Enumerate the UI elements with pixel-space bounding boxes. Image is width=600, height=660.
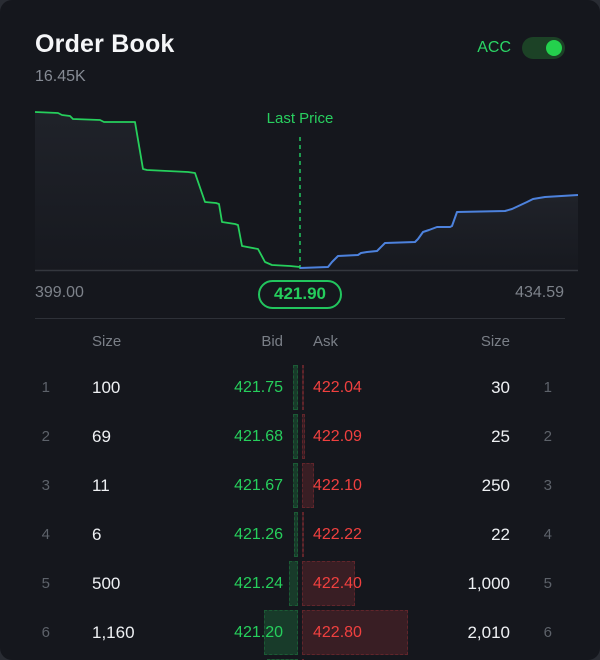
ask-depth-bar (302, 463, 314, 508)
acc-toggle-group: ACC (477, 37, 565, 59)
row-level-right: 5 (543, 575, 552, 592)
bid-area-fill (35, 112, 300, 270)
table-row[interactable]: 2 69 421.68 422.09 25 2 (0, 412, 600, 461)
ask-depth-bar (302, 512, 304, 557)
header-ask: Ask (313, 332, 339, 350)
ask-price-cell[interactable]: 422.80 (313, 623, 362, 641)
ask-price-cell[interactable]: 422.09 (313, 427, 362, 445)
ask-depth-bar (302, 365, 304, 410)
depth-chart: Last Price (0, 107, 600, 272)
order-book-rows: 1 100 421.75 422.04 30 1 2 69 421.68 422.09 25 2 3 11… (0, 363, 600, 660)
table-row[interactable]: 6 1,160 421.20 422.80 2,010 6 (0, 608, 600, 657)
ask-depth-bar (302, 610, 408, 655)
row-level-left: 5 (41, 575, 50, 592)
header-size-left: Size (92, 332, 122, 350)
ask-size-cell: 25 (491, 426, 510, 446)
last-price-badge[interactable]: 421.90 (258, 280, 342, 309)
header-size-right: Size (480, 332, 510, 350)
table-row[interactable]: 1 100 421.75 422.04 30 1 (0, 363, 600, 412)
bid-size-cell: 1,160 (92, 622, 135, 642)
axis-max-label: 434.59 (515, 284, 564, 301)
bid-price-cell[interactable]: 421.75 (234, 378, 283, 396)
bid-depth-bar (293, 414, 298, 459)
row-level-left: 1 (41, 379, 50, 396)
bid-depth-bar (293, 463, 298, 508)
acc-toggle-knob (546, 40, 562, 56)
row-level-right: 1 (543, 379, 552, 396)
row-level-right: 3 (543, 477, 552, 494)
ask-price-cell[interactable]: 422.04 (313, 378, 362, 396)
bid-size-cell: 6 (92, 524, 102, 544)
ask-depth-bar (302, 561, 355, 606)
axis-min-label: 399.00 (35, 284, 84, 301)
ask-size-cell: 22 (491, 524, 510, 544)
ask-area-fill (300, 195, 578, 270)
ask-depth-bar (302, 414, 305, 459)
row-level-left: 2 (41, 428, 50, 445)
depth-chart-svg (34, 111, 579, 272)
ask-size-cell: 2,010 (467, 622, 510, 642)
bid-size-cell: 11 (92, 475, 110, 495)
acc-toggle-label: ACC (477, 39, 511, 56)
row-level-left: 4 (41, 526, 50, 543)
ask-price-cell[interactable]: 422.40 (313, 574, 362, 592)
order-book-header-row: Size Bid Ask Size (0, 319, 600, 363)
title-block: Order Book 16.45K (35, 30, 175, 86)
acc-toggle[interactable] (522, 37, 565, 59)
bid-size-cell: 69 (92, 426, 111, 446)
row-level-right: 6 (543, 624, 552, 641)
table-row[interactable]: 3 11 421.67 422.10 250 3 (0, 461, 600, 510)
price-axis-row: 399.00 421.90 434.59 (0, 280, 600, 310)
bid-price-cell[interactable]: 421.20 (234, 623, 283, 641)
ask-price-cell[interactable]: 422.10 (313, 476, 362, 494)
ask-curve (299, 194, 579, 269)
bid-depth-bar (293, 365, 298, 410)
ask-price-cell[interactable]: 422.22 (313, 525, 362, 543)
bid-depth-bar (294, 512, 298, 557)
header-bid: Bid (261, 332, 283, 350)
ask-size-cell: 1,000 (467, 573, 510, 593)
volume-label: 16.45K (35, 68, 86, 85)
row-level-right: 4 (543, 526, 552, 543)
row-level-right: 2 (543, 428, 552, 445)
ask-size-cell: 30 (491, 377, 510, 397)
row-level-left: 3 (41, 477, 50, 494)
bid-depth-bar (289, 561, 298, 606)
panel-header: Order Book 16.45K ACC (0, 0, 600, 86)
bid-size-cell: 100 (92, 377, 121, 397)
bid-price-cell[interactable]: 421.26 (234, 525, 283, 543)
bid-price-cell[interactable]: 421.67 (234, 476, 283, 494)
row-level-left: 6 (41, 624, 50, 641)
table-row[interactable]: 5 500 421.24 422.40 1,000 5 (0, 559, 600, 608)
bid-curve (34, 111, 301, 268)
bid-size-cell: 500 (92, 573, 121, 593)
page-title: Order Book (35, 30, 175, 58)
section-divider (35, 318, 565, 319)
bid-depth-bar (264, 610, 298, 655)
bid-price-cell[interactable]: 421.24 (234, 574, 283, 592)
ask-size-cell: 250 (481, 475, 510, 495)
bid-price-cell[interactable]: 421.68 (234, 427, 283, 445)
table-row[interactable]: 4 6 421.26 422.22 22 4 (0, 510, 600, 559)
